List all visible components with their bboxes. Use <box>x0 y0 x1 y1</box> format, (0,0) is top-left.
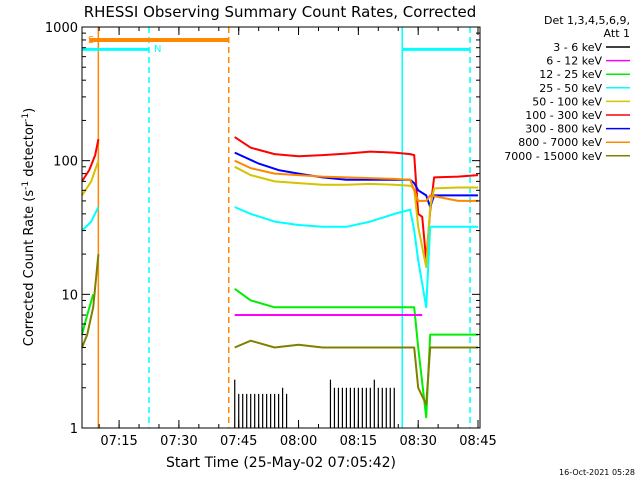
y-axis-label-mid: detector <box>22 121 37 181</box>
chart-title: RHESSI Observing Summary Count Rates, Co… <box>84 3 477 21</box>
x-tick-label-4: 08:15 <box>340 434 377 449</box>
y-axis-label-end: ) <box>22 108 37 113</box>
curve-7000-15000keV <box>81 254 478 406</box>
legend-label-6: 300 - 800 keV <box>525 123 602 136</box>
y-axis-label: Corrected Count Rate (s-1 detector-1) <box>21 108 37 346</box>
y-tick-label-1: 10 <box>61 288 78 303</box>
legend-label-2: 12 - 25 keV <box>539 68 602 81</box>
y-tick-label-0: 1 <box>70 422 78 437</box>
annotation-layer <box>82 27 471 428</box>
curve-25-50keV <box>81 206 478 309</box>
y-tick-label-2: 100 <box>53 155 78 170</box>
curve-800-7000keV <box>234 159 478 202</box>
y-axis-label-main: Corrected Count Rate (s <box>22 190 37 347</box>
legend-label-8: 7000 - 15000 keV <box>504 150 602 163</box>
y-tick-label-3: 1000 <box>45 21 78 36</box>
legend-label-1: 6 - 12 keV <box>546 55 602 68</box>
legend-label-3: 25 - 50 keV <box>539 82 602 95</box>
legend-label-7: 800 - 7000 keV <box>518 136 602 149</box>
x-tick-label-5: 08:30 <box>399 434 436 449</box>
x-axis-label: Start Time (25-May-02 07:05:42) <box>166 455 396 471</box>
x-tick-label-1: 07:30 <box>160 434 197 449</box>
x-tick-label-3: 08:00 <box>280 434 317 449</box>
x-tick-label-6: 08:45 <box>459 434 496 449</box>
y-axis-label-sup2: -1 <box>21 113 31 122</box>
x-tick-label-0: 07:15 <box>100 434 137 449</box>
x-tick-label-2: 07:45 <box>220 434 257 449</box>
plot-frame <box>81 26 481 429</box>
legend-label-0: 3 - 6 keV <box>553 41 602 54</box>
legend-label-5: 100 - 300 keV <box>525 109 602 122</box>
curve-100-300keV <box>81 136 479 262</box>
curve-12-25keV <box>81 287 478 419</box>
legend-header-line1: Det 1,3,4,5,6,9, <box>544 14 630 27</box>
n-mode-label: N <box>154 44 161 55</box>
legend-header-line2: Att 1 <box>604 27 630 40</box>
s-mode-label: S <box>88 35 94 46</box>
data-layer <box>81 136 479 428</box>
y-axis-label-sup1: -1 <box>21 181 31 190</box>
axis-layer: 1 10 100 1000 07:15 07:30 07:45 08:00 08:15 08:30… <box>45 21 497 449</box>
footer-timestamp: 16-Oct-2021 05:28 <box>559 468 635 477</box>
legend-label-4: 50 - 100 keV <box>532 95 602 108</box>
